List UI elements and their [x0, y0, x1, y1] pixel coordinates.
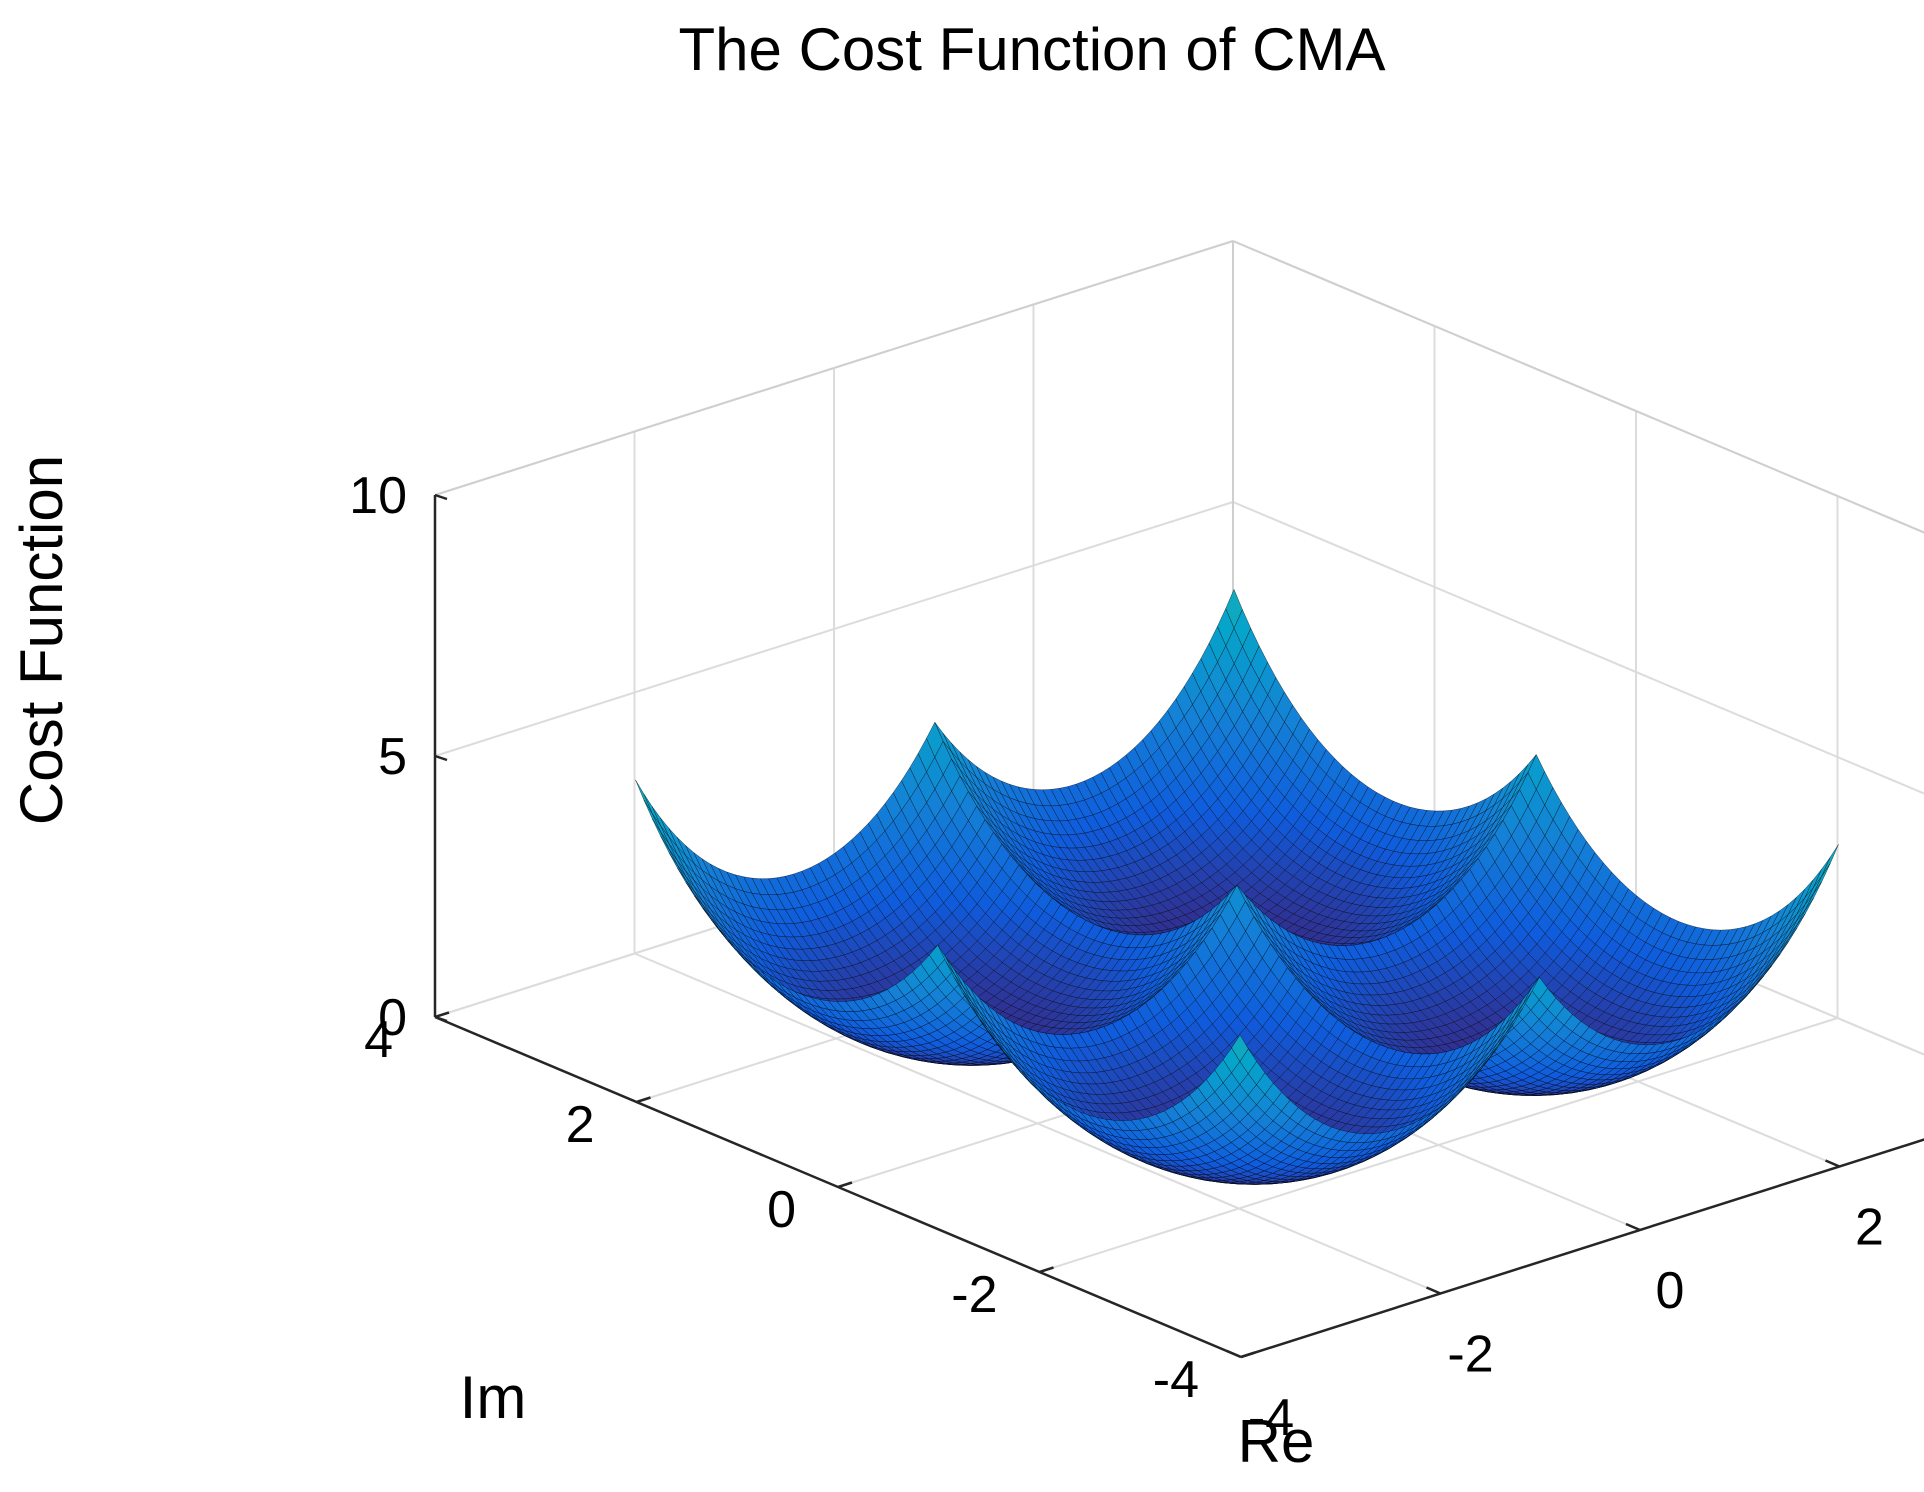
box-edge — [434, 240, 1234, 496]
surface-cell — [643, 793, 661, 826]
surface-cell — [1813, 857, 1831, 888]
grid-line — [1232, 501, 1924, 795]
grid-line — [1232, 240, 1924, 534]
surface-cell — [635, 779, 653, 814]
cost-surface — [635, 588, 1839, 1185]
grid-line — [1039, 1017, 1838, 1273]
chart-title: The Cost Function of CMA — [679, 16, 1386, 83]
box-edge — [1232, 240, 1924, 534]
surface-cell — [1821, 844, 1839, 877]
grid-line — [434, 501, 1234, 757]
